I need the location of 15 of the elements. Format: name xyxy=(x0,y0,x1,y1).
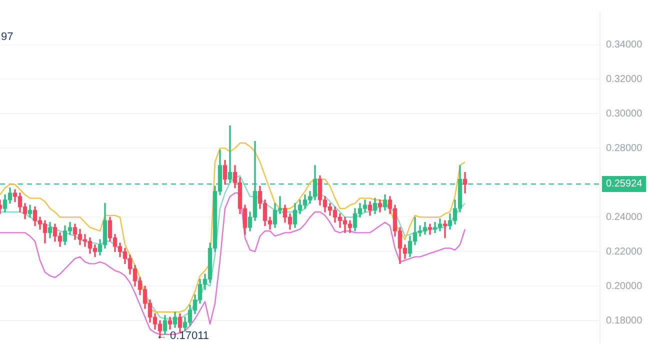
y-tick-label: 0.22000 xyxy=(606,246,643,258)
y-tick-label: 0.30000 xyxy=(606,108,643,120)
candlestick xyxy=(428,224,432,235)
y-tick-label: 0.32000 xyxy=(606,74,643,85)
candlestick xyxy=(462,172,468,194)
candlestick xyxy=(228,125,232,183)
y-tick-label: 0.34000 xyxy=(606,40,643,51)
y-tick-label: 0.18000 xyxy=(606,315,643,326)
y-tick-label: 0.20000 xyxy=(606,280,643,292)
y-tick-label: 0.28000 xyxy=(606,142,643,154)
ref-line-label: 0.25924 xyxy=(606,178,643,190)
annotation: ← 0.17011 xyxy=(156,330,210,342)
y-tick-label: 0.24000 xyxy=(606,212,643,223)
annotation: 97 xyxy=(1,31,14,44)
candlestick xyxy=(442,220,448,238)
